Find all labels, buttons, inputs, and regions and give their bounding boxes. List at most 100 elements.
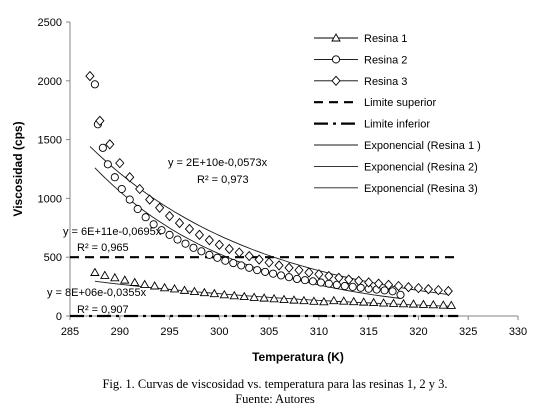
equation-annotations: y = 2E+10e-0,0573x R² = 0,973 y = 6E+11e… [47, 157, 268, 316]
data-point [209, 288, 220, 298]
data-point [277, 271, 286, 280]
data-point [433, 284, 443, 296]
data-point [245, 263, 254, 272]
data-point [174, 217, 185, 229]
data-point [292, 274, 302, 284]
r2-resina-2: R² = 0,965 [77, 242, 129, 254]
data-point [314, 269, 324, 280]
data-point [229, 259, 238, 268]
x-tick-label: 295 [160, 326, 178, 338]
data-point [403, 282, 414, 293]
x-tick-label: 300 [210, 326, 228, 338]
data-point [294, 264, 304, 276]
data-point [90, 80, 99, 89]
data-point [165, 230, 174, 239]
data-point [329, 295, 339, 305]
data-point [105, 139, 115, 150]
data-point [234, 247, 244, 258]
x-ticks: 285 290 295 300 305 310 315 320 325 330 [61, 316, 527, 338]
series-resina-3 [85, 70, 453, 297]
legend-item: Resina 2 [314, 54, 407, 66]
legend-marker [331, 55, 341, 64]
data-point [309, 296, 319, 305]
data-point [90, 267, 100, 276]
data-point [169, 284, 180, 293]
data-point [274, 260, 284, 271]
data-point [139, 279, 150, 288]
figure-source: Fuente: Autores [235, 392, 315, 406]
series-resina-2 [90, 80, 405, 299]
x-tick-label: 325 [459, 326, 477, 338]
data-point [393, 280, 404, 292]
data-point [204, 234, 214, 246]
data-point [340, 281, 349, 291]
data-point [159, 282, 170, 292]
figure-caption: Fig. 1. Curvas de viscosidad vs. tempera… [102, 377, 448, 391]
data-point [95, 115, 105, 126]
equation-resina-3: y = 2E+10e-0,0573x [168, 157, 268, 169]
data-point [259, 293, 269, 302]
y-tick-label: 2000 [38, 76, 62, 88]
data-point [348, 282, 357, 291]
r2-resina-1: R² = 0,907 [77, 304, 129, 316]
data-point [269, 269, 278, 278]
data-point [279, 294, 289, 303]
data-point [378, 298, 389, 307]
data-point [413, 282, 424, 294]
data-point [239, 291, 249, 301]
legend-item: Exponencial (Resina 3) [314, 183, 478, 195]
data-point [214, 239, 224, 251]
data-point [154, 202, 165, 213]
data-point [110, 173, 119, 182]
data-point [244, 250, 254, 262]
legend-item: Exponencial (Resina 1 ) [314, 140, 481, 152]
legend-label: Resina 3 [364, 76, 407, 88]
data-point [135, 183, 145, 195]
data-point [219, 289, 230, 299]
data-point [103, 160, 112, 169]
y-ticks: 0 500 1000 1500 2000 2500 [38, 17, 70, 323]
data-point [438, 300, 449, 309]
data-point [98, 143, 107, 152]
data-point [189, 286, 200, 295]
y-tick-label: 0 [56, 311, 62, 323]
data-point [213, 253, 222, 262]
legend-label: Resina 2 [364, 54, 407, 66]
legend-item: Resina 3 [314, 75, 407, 88]
data-point [179, 285, 190, 294]
data-point [300, 276, 310, 285]
data-point [149, 220, 158, 229]
data-point [332, 280, 341, 289]
data-point [224, 243, 234, 255]
data-point [446, 300, 457, 309]
data-point [383, 279, 394, 291]
y-tick-label: 1000 [38, 193, 62, 205]
data-point [308, 277, 317, 286]
x-axis-label: Temperatura (K) [252, 350, 344, 364]
data-point [284, 262, 294, 273]
data-point [388, 287, 397, 296]
legend-label: Exponencial (Resina 3) [364, 183, 478, 195]
series-resina-1 [90, 267, 457, 309]
data-point [173, 235, 182, 244]
data-point [100, 270, 110, 279]
x-tick-label: 305 [260, 326, 278, 338]
y-tick-label: 1500 [38, 135, 62, 147]
data-point [181, 239, 190, 248]
data-point [205, 250, 214, 259]
data-point [396, 290, 405, 299]
equation-resina-1: y = 8E+06e-0,0355x [47, 287, 147, 299]
data-point [145, 194, 155, 205]
data-point [253, 266, 262, 275]
data-point [184, 223, 195, 235]
legend-marker [331, 75, 341, 86]
data-point [164, 210, 175, 222]
data-point [149, 281, 160, 290]
data-point [354, 275, 364, 287]
data-point [364, 277, 374, 288]
data-point [269, 293, 279, 303]
data-point [110, 272, 120, 282]
data-point [197, 247, 206, 256]
r2-resina-3: R² = 0,973 [197, 174, 249, 186]
